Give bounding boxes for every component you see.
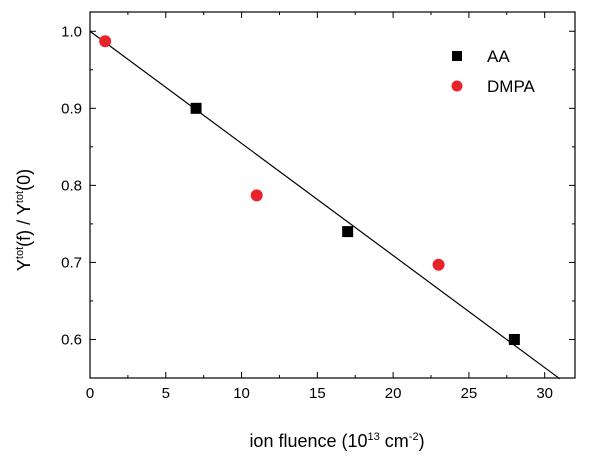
x-tick-label: 0 — [86, 385, 94, 402]
x-tick-label: 25 — [461, 385, 478, 402]
legend: AA DMPA — [451, 47, 536, 96]
data-points — [99, 35, 520, 345]
x-tick-label: 30 — [536, 385, 553, 402]
x-tick-label: 5 — [162, 385, 170, 402]
axis-ticks: 0 5 10 15 20 25 30 0.6 0.7 0.8 0.9 1.0 — [61, 12, 575, 402]
point-dmpa — [432, 258, 445, 271]
y-tick-label: 0.8 — [61, 177, 82, 194]
y-tick-label: 0.6 — [61, 331, 82, 348]
point-dmpa — [99, 35, 112, 48]
legend-marker-dmpa — [451, 80, 463, 92]
point-aa — [190, 102, 202, 114]
x-tick-label: 10 — [233, 385, 250, 402]
y-axis-title: Ytot(f) / Ytot(0) — [14, 169, 34, 271]
plot-frame-rect — [89, 11, 576, 379]
point-dmpa — [250, 189, 263, 202]
y-tick-label: 0.9 — [61, 100, 82, 117]
point-aa — [508, 333, 520, 345]
point-aa — [342, 226, 354, 238]
legend-label-dmpa: DMPA — [487, 77, 536, 96]
legend-label-aa: AA — [487, 47, 510, 66]
fit-line-group — [89, 30, 561, 380]
x-tick-label: 15 — [309, 385, 326, 402]
y-tick-label: 0.7 — [61, 254, 82, 271]
y-tick-label: 1.0 — [61, 23, 82, 40]
x-tick-label: 20 — [385, 385, 402, 402]
x-axis-title: ion fluence (1013 cm-2) — [249, 431, 424, 451]
legend-marker-aa — [452, 51, 462, 61]
plot-frame — [89, 11, 576, 379]
fit-line — [89, 30, 561, 380]
